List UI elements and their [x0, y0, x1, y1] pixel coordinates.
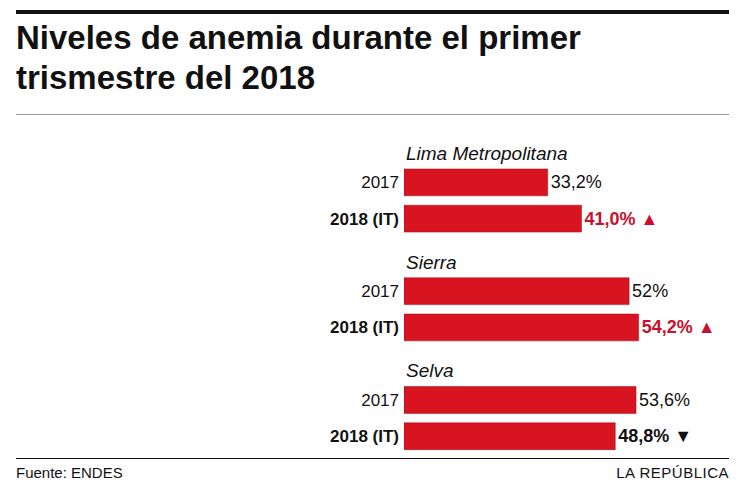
svg-text:2018 (IT): 2018 (IT)	[330, 427, 399, 446]
svg-text:54,2% ▲: 54,2% ▲	[642, 317, 716, 337]
svg-text:48,8% ▼: 48,8% ▼	[618, 426, 692, 446]
svg-text:Lima Metropolitana: Lima Metropolitana	[406, 143, 568, 164]
svg-text:52%: 52%	[632, 281, 668, 301]
svg-text:2018 (IT): 2018 (IT)	[330, 210, 399, 229]
svg-text:33,2%: 33,2%	[551, 172, 602, 192]
svg-text:2017: 2017	[361, 391, 399, 410]
svg-text:2017: 2017	[361, 282, 399, 301]
html-text:Fuente: ENDES: Fuente: ENDES	[16, 464, 123, 481]
svg-text:Sierra: Sierra	[406, 252, 457, 273]
svg-text:Selva: Selva	[406, 360, 454, 381]
html-text:Niveles de anemia durante el p: Niveles de anemia durante el primer tris…	[16, 19, 581, 96]
svg-text:2018 (IT): 2018 (IT)	[330, 318, 399, 337]
svg-text:2017: 2017	[361, 173, 399, 192]
html-text:LA REPÚBLICA: LA REPÚBLICA	[616, 464, 729, 481]
svg-text:41,0% ▲: 41,0% ▲	[584, 209, 658, 229]
svg-text:53,6%: 53,6%	[639, 390, 690, 410]
